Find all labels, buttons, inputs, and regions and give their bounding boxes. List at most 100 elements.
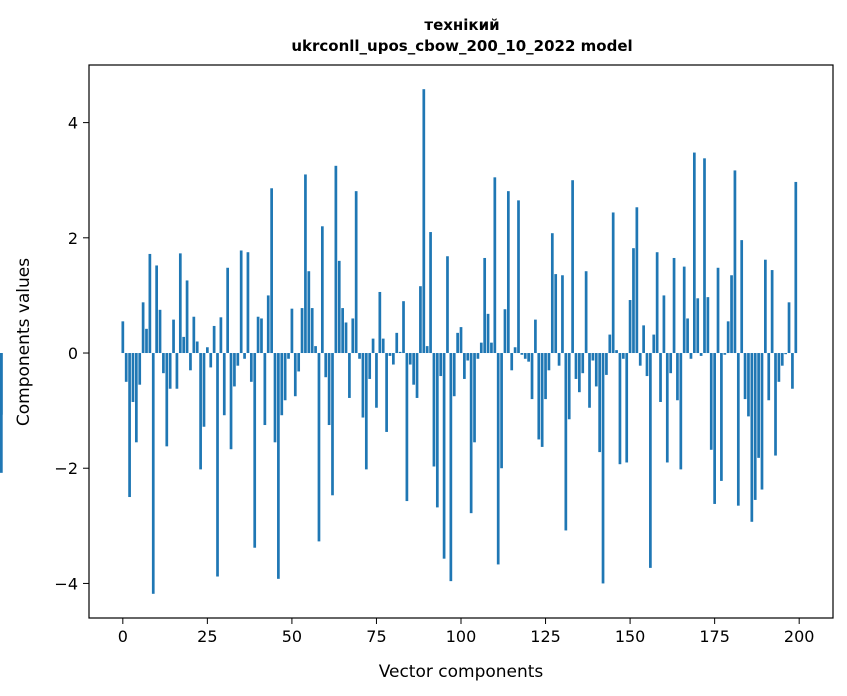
bar <box>182 336 186 354</box>
x-tick-label: 125 <box>530 627 561 646</box>
bar <box>753 353 757 500</box>
bar <box>165 353 169 447</box>
x-axis-ticks: 0 25 50 75 100 125 150 175 200 <box>118 618 815 646</box>
bar <box>692 152 696 354</box>
bar <box>720 353 723 481</box>
y-tick-label: 0 <box>68 344 78 363</box>
bar <box>141 302 145 354</box>
bar <box>490 342 493 354</box>
bar <box>260 318 263 354</box>
x-axis-label: Vector components <box>379 662 544 682</box>
bar <box>517 200 520 354</box>
bar <box>479 342 483 354</box>
bar <box>632 248 635 354</box>
bar <box>199 353 202 470</box>
bar <box>625 353 629 463</box>
bar <box>148 253 152 354</box>
bar <box>341 308 344 354</box>
bar <box>774 353 777 456</box>
bar <box>287 353 290 359</box>
bar <box>750 353 754 522</box>
bar <box>331 353 334 496</box>
bar <box>158 309 162 354</box>
bar <box>669 353 673 374</box>
bar <box>320 226 324 354</box>
bar <box>270 188 273 354</box>
bar <box>500 353 503 469</box>
x-tick-label: 175 <box>699 627 730 646</box>
bar <box>757 353 760 458</box>
bar <box>415 353 419 398</box>
bar <box>233 353 236 387</box>
bar <box>791 353 794 389</box>
bar <box>419 286 422 354</box>
bar <box>134 353 138 443</box>
bar <box>534 319 537 354</box>
bar <box>253 353 257 548</box>
bar <box>327 353 331 426</box>
bar <box>432 353 436 467</box>
bar <box>672 257 676 354</box>
y-axis-ticks: −4 −2 0 2 4 <box>54 114 89 593</box>
x-tick-label: 50 <box>282 627 302 646</box>
bar <box>784 353 788 355</box>
bar <box>703 158 706 354</box>
x-tick-label: 150 <box>615 627 646 646</box>
bar <box>368 353 372 379</box>
bar <box>222 353 226 416</box>
bar <box>567 353 571 420</box>
bar <box>446 256 449 354</box>
bar <box>615 350 618 354</box>
bar <box>317 353 321 542</box>
bar <box>189 353 192 371</box>
bar <box>655 252 659 354</box>
bar <box>212 325 216 354</box>
bar <box>662 295 666 354</box>
bar <box>598 353 602 453</box>
bar <box>486 313 490 354</box>
bar <box>537 353 541 440</box>
bar <box>381 338 385 354</box>
x-tick-label: 200 <box>784 627 815 646</box>
bar <box>324 353 328 378</box>
bar <box>246 252 250 354</box>
bar <box>696 298 700 354</box>
bar <box>243 353 246 359</box>
bar <box>483 257 487 354</box>
bar <box>422 89 426 354</box>
bar <box>263 353 267 426</box>
bar <box>764 259 767 354</box>
bar <box>726 321 730 354</box>
bar <box>557 353 561 366</box>
bar <box>767 353 771 401</box>
bar <box>540 353 544 447</box>
bar <box>229 353 233 450</box>
bar <box>337 260 341 354</box>
bar <box>175 353 179 389</box>
bar <box>561 275 564 354</box>
bar <box>219 317 223 354</box>
bar <box>412 353 416 385</box>
bar <box>334 165 338 354</box>
bar <box>550 233 554 354</box>
bar <box>348 353 351 398</box>
bar <box>290 308 294 354</box>
bar <box>361 353 365 418</box>
bar <box>371 338 375 354</box>
bar <box>578 353 581 393</box>
bars-group <box>0 89 798 594</box>
bar <box>344 322 348 354</box>
bar <box>469 353 473 514</box>
bar <box>463 353 466 379</box>
bar <box>375 353 378 408</box>
bar <box>544 353 547 400</box>
bar <box>121 321 125 354</box>
bar <box>256 316 260 354</box>
bar <box>459 327 463 354</box>
bar <box>273 353 277 443</box>
bar <box>682 266 686 354</box>
bar <box>605 353 608 375</box>
bar <box>266 295 270 354</box>
bar <box>770 270 774 354</box>
